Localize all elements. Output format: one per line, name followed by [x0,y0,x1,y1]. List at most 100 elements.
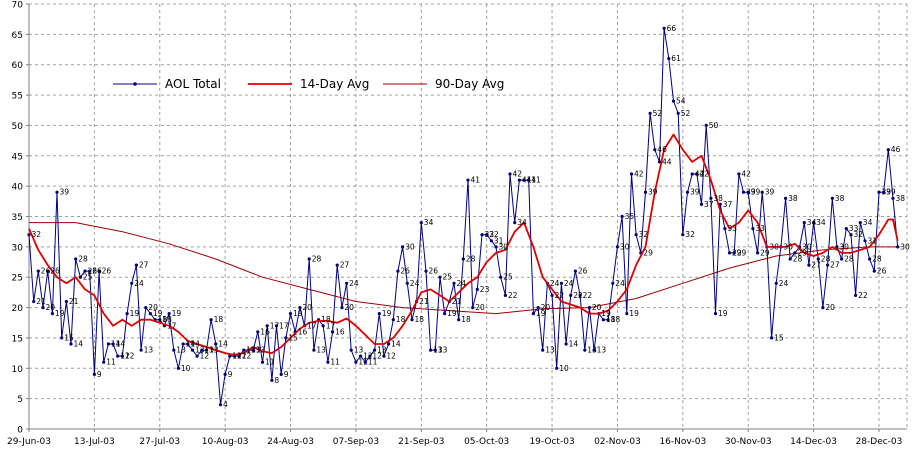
data-point [125,312,129,316]
y-tick-label: 55 [12,92,23,102]
data-label: 24 [564,279,574,288]
data-label: 19 [536,309,546,318]
data-point [111,342,115,346]
data-label: 13 [354,346,364,355]
data-point [405,281,409,285]
data-label: 19 [55,309,65,318]
data-point [667,57,671,61]
data-point [531,312,536,316]
data-label: 18 [461,315,471,324]
data-label: 11 [330,358,340,367]
axes: 0 5 10 15 20 25 30 35 40 45 50 55 60 65 70 29-Jun-03 13-… [7,1,907,447]
data-label: 13 [316,346,326,355]
data-point [573,269,578,273]
data-point [186,342,190,346]
data-point [513,221,517,225]
data-label: 16 [260,327,270,336]
data-point [172,348,176,352]
data-label: 24 [615,279,625,288]
data-point [167,312,171,316]
data-label: 12 [237,352,247,361]
data-label: 39 [765,188,775,197]
data-label: 24 [779,279,789,288]
data-point [41,306,45,310]
data-point [868,257,872,261]
data-point [835,245,839,249]
data-point [279,372,283,376]
data-point [821,306,825,310]
data-point [368,354,372,358]
data-point [265,324,269,328]
data-label: 38 [788,194,798,203]
data-label: 11 [368,358,378,367]
data-label: 23 [480,285,490,294]
data-point [181,342,185,346]
y-tick-label: 0 [17,426,23,436]
x-tick-label: 28-Dec-03 [856,437,903,447]
data-label: 27 [811,261,821,270]
data-point [443,312,447,316]
data-label: 42 [695,170,705,179]
data-label: 21 [69,297,79,306]
data-point [489,239,493,243]
data-label: 13 [246,346,256,355]
data-point [854,293,858,297]
data-point [335,263,339,267]
data-point [326,360,330,364]
data-label: 18 [396,315,406,324]
data-point [471,306,475,310]
data-label: 46 [657,145,667,154]
data-label: 26 [877,267,887,276]
data-label: 30 [900,242,910,251]
data-point [158,318,162,322]
y-tick-label: 60 [12,61,24,71]
data-label: 12 [232,352,242,361]
data-point [391,318,395,322]
data-point [419,221,423,225]
data-label: 15 [64,333,74,342]
y-tick-label: 30 [12,243,24,253]
data-point [298,306,302,310]
data-label: 41 [471,176,481,185]
data-label: 25 [443,273,453,282]
data-label: 34 [863,218,873,227]
data-point [555,366,559,370]
data-label: 14 [190,340,200,349]
data-label: 14 [116,340,126,349]
data-label: 19 [130,309,140,318]
data-point [438,275,442,279]
data-point [648,111,652,115]
data-point [872,269,876,273]
data-point [288,312,293,316]
data-label: 24 [134,279,144,288]
data-label: 12 [242,352,252,361]
data-label: 13 [433,346,443,355]
data-point [424,269,428,273]
data-point [200,348,204,352]
data-label: 19 [293,309,303,318]
data-label: 34 [424,218,434,227]
data-label: 24 [349,279,359,288]
data-point [410,318,414,322]
data-label: 39 [746,188,756,197]
data-point [587,306,592,310]
data-label: 20 [825,303,835,312]
data-label: 18 [611,315,621,324]
data-label: 17 [270,321,280,330]
data-point [382,354,386,358]
data-label: 27 [830,261,840,270]
x-tick-label: 16-Nov-03 [659,437,706,447]
data-point [50,312,55,316]
data-point [429,348,433,352]
data-label: 42 [741,170,751,179]
data-point [849,233,853,237]
data-label: 26 [41,267,51,276]
data-point [844,227,848,231]
data-point [27,233,31,237]
y-tick-label: 25 [12,274,23,284]
data-point [69,342,73,346]
data-point [657,160,662,164]
